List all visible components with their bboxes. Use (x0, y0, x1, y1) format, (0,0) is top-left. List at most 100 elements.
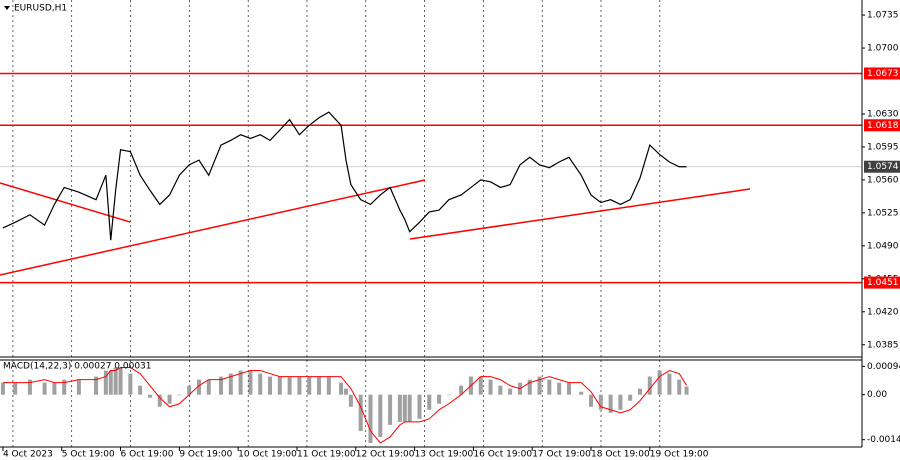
trend-line (409, 188, 751, 240)
macd-bar (378, 394, 383, 437)
macd-bar (459, 385, 464, 395)
macd-bar (268, 376, 273, 395)
macd-bar (13, 382, 18, 395)
x-tick-label: 16 Oct 19:00 (473, 450, 532, 460)
mark-layer (0, 111, 689, 444)
macd-bar (287, 376, 292, 395)
macd-bar (677, 379, 682, 395)
macd-bar (0, 382, 5, 395)
macd-bar (557, 382, 562, 395)
macd-bar (297, 376, 302, 395)
x-tick-label: 10 Oct 19:00 (238, 450, 297, 460)
macd-bar (326, 376, 331, 395)
macd-bar (277, 376, 282, 395)
macd-bar (427, 394, 432, 410)
level-label: 1.0618 (867, 121, 899, 131)
level-tag (864, 67, 900, 80)
macd-bar (684, 386, 689, 395)
macd-bar (62, 379, 67, 395)
macd-bar (498, 385, 503, 395)
macd-bar (339, 382, 344, 395)
macd-bar (348, 394, 353, 407)
macd-bar (618, 394, 623, 410)
macd-bar (228, 373, 233, 395)
macd-bar (27, 379, 32, 395)
macd-bar (446, 394, 451, 396)
macd-bar (608, 394, 613, 413)
macd-bar (238, 370, 243, 395)
macd-bar (52, 382, 57, 395)
macd-bar (258, 373, 263, 395)
macd-bar (219, 376, 224, 395)
current-price-label: 1.0574 (867, 162, 899, 172)
macd-bar (368, 394, 373, 443)
macd-bar (248, 370, 253, 395)
level-label: 1.0451 (867, 278, 899, 288)
macd-bar (177, 394, 182, 396)
macd-bar (76, 379, 81, 395)
macd-bar (108, 370, 113, 395)
level-layer (0, 72, 862, 284)
macd-bar (488, 379, 493, 395)
macd-bar (397, 394, 402, 422)
macd-bar (638, 388, 643, 395)
price-line (2, 367, 687, 444)
y-tick-label: 0.00094 (867, 362, 900, 372)
macd-bar (118, 367, 123, 395)
y-tick-label: 1.0490 (867, 241, 899, 251)
macd-bar (103, 370, 108, 395)
chart-title: EURUSD,H1 (14, 4, 67, 14)
x-tick-label: 19 Oct 19:00 (650, 450, 709, 460)
price-line (2, 111, 687, 241)
trend-line (0, 179, 426, 276)
x-tick-label: 13 Oct 19:00 (415, 450, 474, 460)
y-tick-label: -0.00149 (867, 435, 900, 445)
y-tick-label: 0.00 (867, 390, 887, 400)
macd-bar (579, 391, 584, 395)
x-tick-label: 18 Oct 19:00 (591, 450, 650, 460)
macd-bar (157, 394, 162, 407)
x-tick-label: 5 Oct 19:00 (62, 450, 115, 460)
x-tick-label: 4 Oct 2023 (3, 450, 53, 460)
indicator-title: MACD(14,22,3) 0.00027 0.00031 (3, 362, 152, 372)
macd-bar (478, 376, 483, 395)
y-tick-label: 1.0560 (867, 175, 899, 185)
y-tick-label: 1.0420 (867, 307, 899, 317)
y-tick-label: 1.0525 (867, 208, 899, 218)
macd-bar (402, 394, 407, 422)
x-tick-label: 12 Oct 19:00 (356, 450, 415, 460)
y-tick-label: 1.0385 (867, 340, 899, 350)
y-tick-label: 1.0700 (867, 44, 899, 54)
y-tick-label: 1.0595 (867, 142, 899, 152)
macd-bar (667, 373, 672, 395)
macd-bar (628, 394, 633, 401)
macd-bar (94, 376, 99, 395)
macd-bar (147, 394, 152, 398)
macd-bar (138, 385, 143, 395)
macd-bar (358, 394, 363, 431)
label-layer: 1.0735 1.0700 1.0630 1.0595 1.0560 1.0525 1.04… (2, 11, 900, 460)
macd-bar (527, 379, 532, 395)
macd-bar (343, 388, 348, 395)
x-tick-label: 17 Oct 19:00 (532, 450, 591, 460)
macd-bar (187, 385, 192, 395)
y-tick-label: 1.0735 (867, 11, 899, 21)
macd-bar (437, 394, 442, 404)
y-tick-label: 1.0630 (867, 109, 899, 119)
macd-bar (42, 382, 47, 395)
x-tick-label: 11 Oct 19:00 (297, 450, 356, 460)
x-tick-label: 6 Oct 19:00 (121, 450, 174, 460)
macd-bar (407, 394, 412, 422)
macd-bar (589, 394, 594, 407)
macd-bar (196, 379, 201, 395)
macd-bar (566, 382, 571, 395)
current-price-tag (864, 160, 900, 173)
macd-bar (388, 394, 393, 425)
macd-bar (317, 376, 322, 395)
macd-bar (113, 367, 118, 395)
menu-arrow (4, 6, 10, 10)
macd-bar (537, 376, 542, 395)
macd-bar (128, 373, 133, 395)
level-tag (864, 276, 900, 289)
